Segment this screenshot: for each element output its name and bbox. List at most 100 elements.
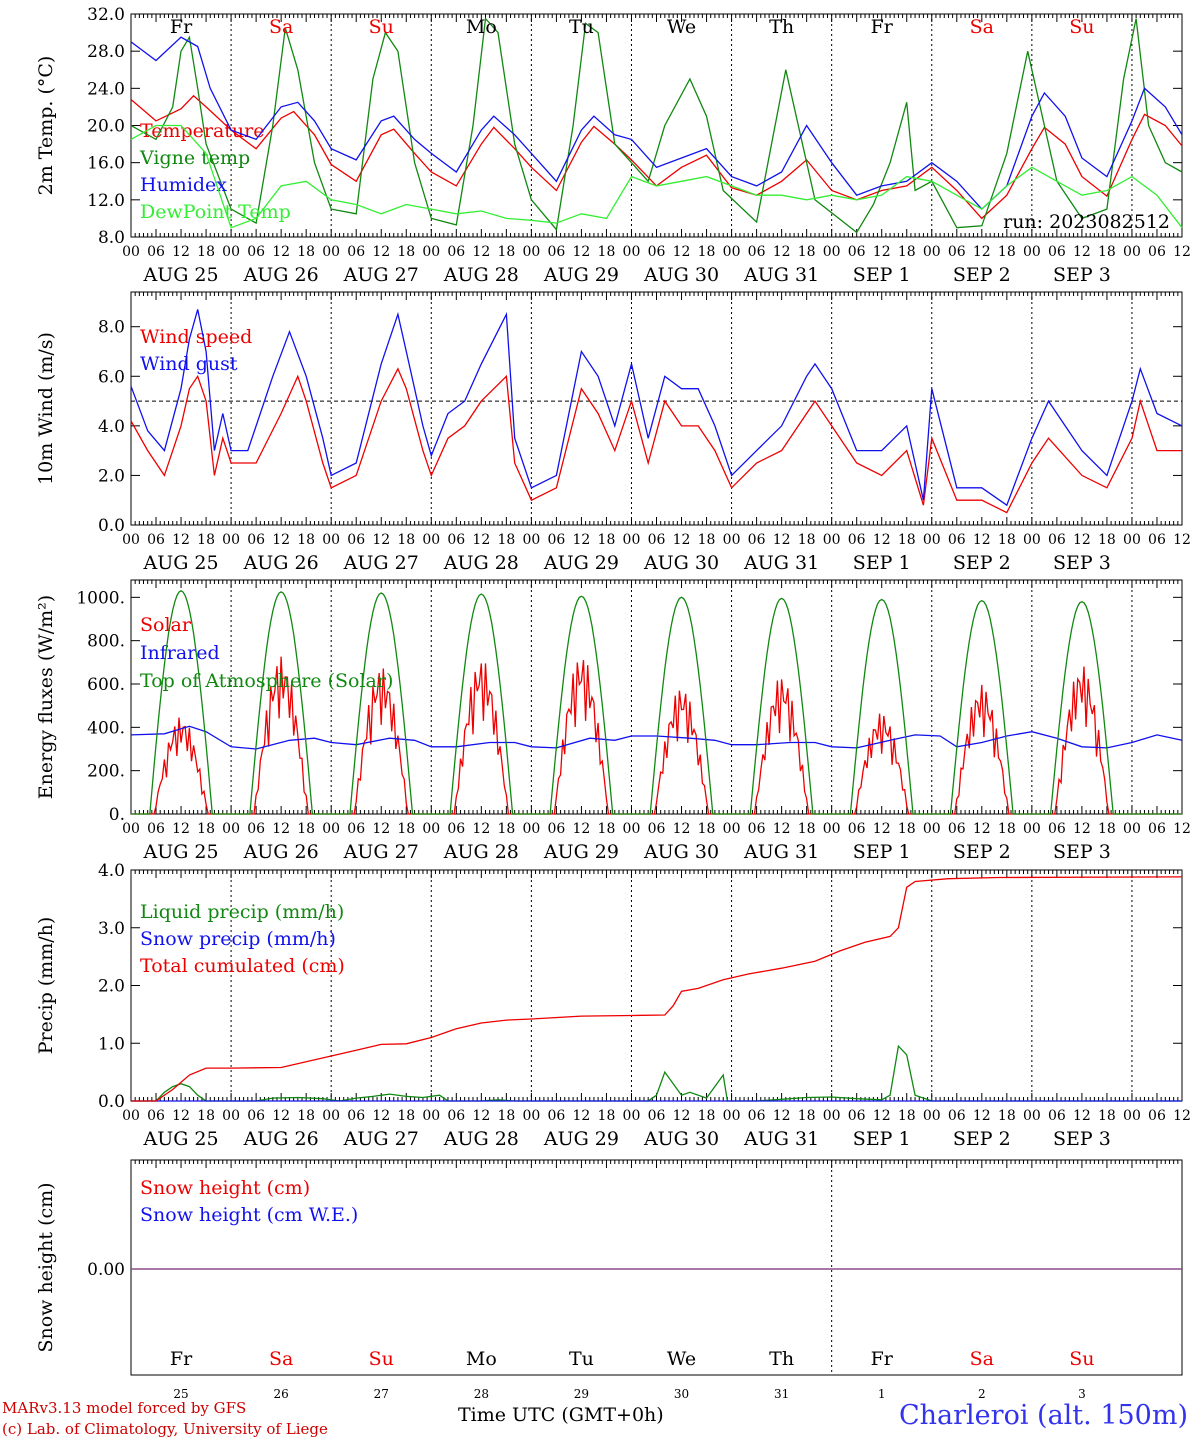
date-label: AUG 30	[643, 841, 719, 863]
hour-label: 12	[573, 1108, 591, 1124]
y-tick-label: 12.0	[87, 191, 125, 211]
hour-label: 00	[923, 1108, 941, 1124]
day-number: 3	[1078, 1387, 1086, 1401]
date-label: SEP 1	[853, 264, 911, 286]
hour-label: 00	[1023, 821, 1041, 837]
day-number: 30	[674, 1387, 689, 1401]
hour-label: 12	[873, 821, 891, 837]
hour-label: 18	[1098, 1108, 1116, 1124]
hour-label: 06	[948, 1108, 966, 1124]
hour-label: 06	[1048, 532, 1066, 548]
hour-label: 06	[748, 244, 766, 260]
y-tick-label: 6.0	[98, 367, 125, 387]
hour-label: 06	[247, 532, 265, 548]
hour-label: 06	[147, 244, 165, 260]
hour-label: 06	[447, 244, 465, 260]
hour-label: 18	[598, 244, 616, 260]
hour-label: 12	[472, 532, 490, 548]
hour-label: 12	[773, 821, 791, 837]
date-label: AUG 26	[243, 552, 319, 574]
hour-label: 00	[823, 244, 841, 260]
hour-label: 06	[1148, 532, 1166, 548]
hour-label: 00	[723, 1108, 741, 1124]
hour-label: 12	[973, 1108, 991, 1124]
hour-label: 00	[723, 821, 741, 837]
hour-label: 12	[1173, 244, 1191, 260]
y-tick-label: 4.0	[98, 861, 125, 881]
hour-label: 12	[673, 1108, 691, 1124]
date-label: AUG 27	[343, 1128, 419, 1150]
weekday-label: Sa	[970, 1348, 994, 1370]
date-label: AUG 31	[743, 1128, 819, 1150]
hour-label: 18	[998, 244, 1016, 260]
series-line-top-of-atmosphere-solar-	[131, 590, 1182, 815]
hour-label: 18	[898, 1108, 916, 1124]
date-label: SEP 1	[853, 841, 911, 863]
y-tick-label: 1000.	[76, 588, 125, 608]
hour-label: 12	[172, 532, 190, 548]
y-axis-label: Precip (mm/h)	[35, 917, 57, 1055]
hour-label: 18	[397, 1108, 415, 1124]
hour-label: 12	[372, 532, 390, 548]
y-tick-label: 4.0	[98, 417, 125, 437]
hour-label: 00	[522, 821, 540, 837]
time-axis-label: Time UTC (GMT+0h)	[458, 1404, 664, 1426]
series-line-dewpoint-temp	[130, 124, 1183, 229]
weekday-label: Mo	[466, 16, 497, 38]
hour-label: 00	[623, 1108, 641, 1124]
legend-entry: Snow height (cm W.E.)	[140, 1204, 358, 1226]
hour-label: 12	[873, 532, 891, 548]
hour-label: 12	[272, 532, 290, 548]
y-tick-label: 0.	[109, 805, 125, 825]
hour-label: 18	[798, 821, 816, 837]
weekday-label: Sa	[269, 16, 293, 38]
hour-label: 06	[648, 532, 666, 548]
legend-entry: Total cumulated (cm)	[140, 955, 345, 977]
hour-label: 18	[197, 821, 215, 837]
hour-label: 12	[472, 244, 490, 260]
hour-label: 18	[798, 1108, 816, 1124]
y-tick-label: 8.0	[98, 318, 125, 338]
y-axis-label: 2m Temp. (°C)	[35, 56, 57, 196]
y-tick-label: 16.0	[87, 154, 125, 174]
hour-label: 06	[948, 532, 966, 548]
hour-label: 12	[773, 1108, 791, 1124]
hour-label: 18	[998, 821, 1016, 837]
weekday-label: Su	[1069, 1348, 1094, 1370]
hour-label: 18	[698, 1108, 716, 1124]
hour-label: 12	[1073, 821, 1091, 837]
hour-label: 06	[648, 244, 666, 260]
hour-label: 06	[347, 532, 365, 548]
weekday-label: Th	[769, 1348, 794, 1370]
hour-label: 00	[222, 532, 240, 548]
day-number: 27	[374, 1387, 389, 1401]
weekday-label: Th	[769, 16, 794, 38]
y-axis-label: 10m Wind (m/s)	[35, 332, 57, 485]
hour-label: 18	[898, 821, 916, 837]
hour-label: 06	[948, 244, 966, 260]
hour-label: 06	[1148, 1108, 1166, 1124]
weekday-label: Mo	[466, 1348, 497, 1370]
hour-label: 12	[673, 821, 691, 837]
date-label: AUG 28	[443, 841, 519, 863]
hour-label: 00	[522, 244, 540, 260]
day-number: 26	[274, 1387, 289, 1401]
y-tick-label: 20.0	[87, 117, 125, 137]
date-label: AUG 27	[343, 264, 419, 286]
hour-label: 06	[848, 532, 866, 548]
hour-label: 00	[723, 244, 741, 260]
date-label: SEP 2	[953, 841, 1011, 863]
y-tick-label: 24.0	[87, 79, 125, 99]
hour-label: 06	[848, 821, 866, 837]
hour-label: 00	[923, 821, 941, 837]
hour-label: 12	[673, 532, 691, 548]
date-label: SEP 3	[1053, 1128, 1111, 1150]
hour-label: 00	[122, 532, 140, 548]
hour-label: 00	[322, 821, 340, 837]
hour-label: 18	[598, 821, 616, 837]
hour-label: 12	[272, 244, 290, 260]
y-tick-label: 2.0	[98, 466, 125, 486]
hour-label: 06	[1048, 1108, 1066, 1124]
hour-label: 06	[948, 821, 966, 837]
